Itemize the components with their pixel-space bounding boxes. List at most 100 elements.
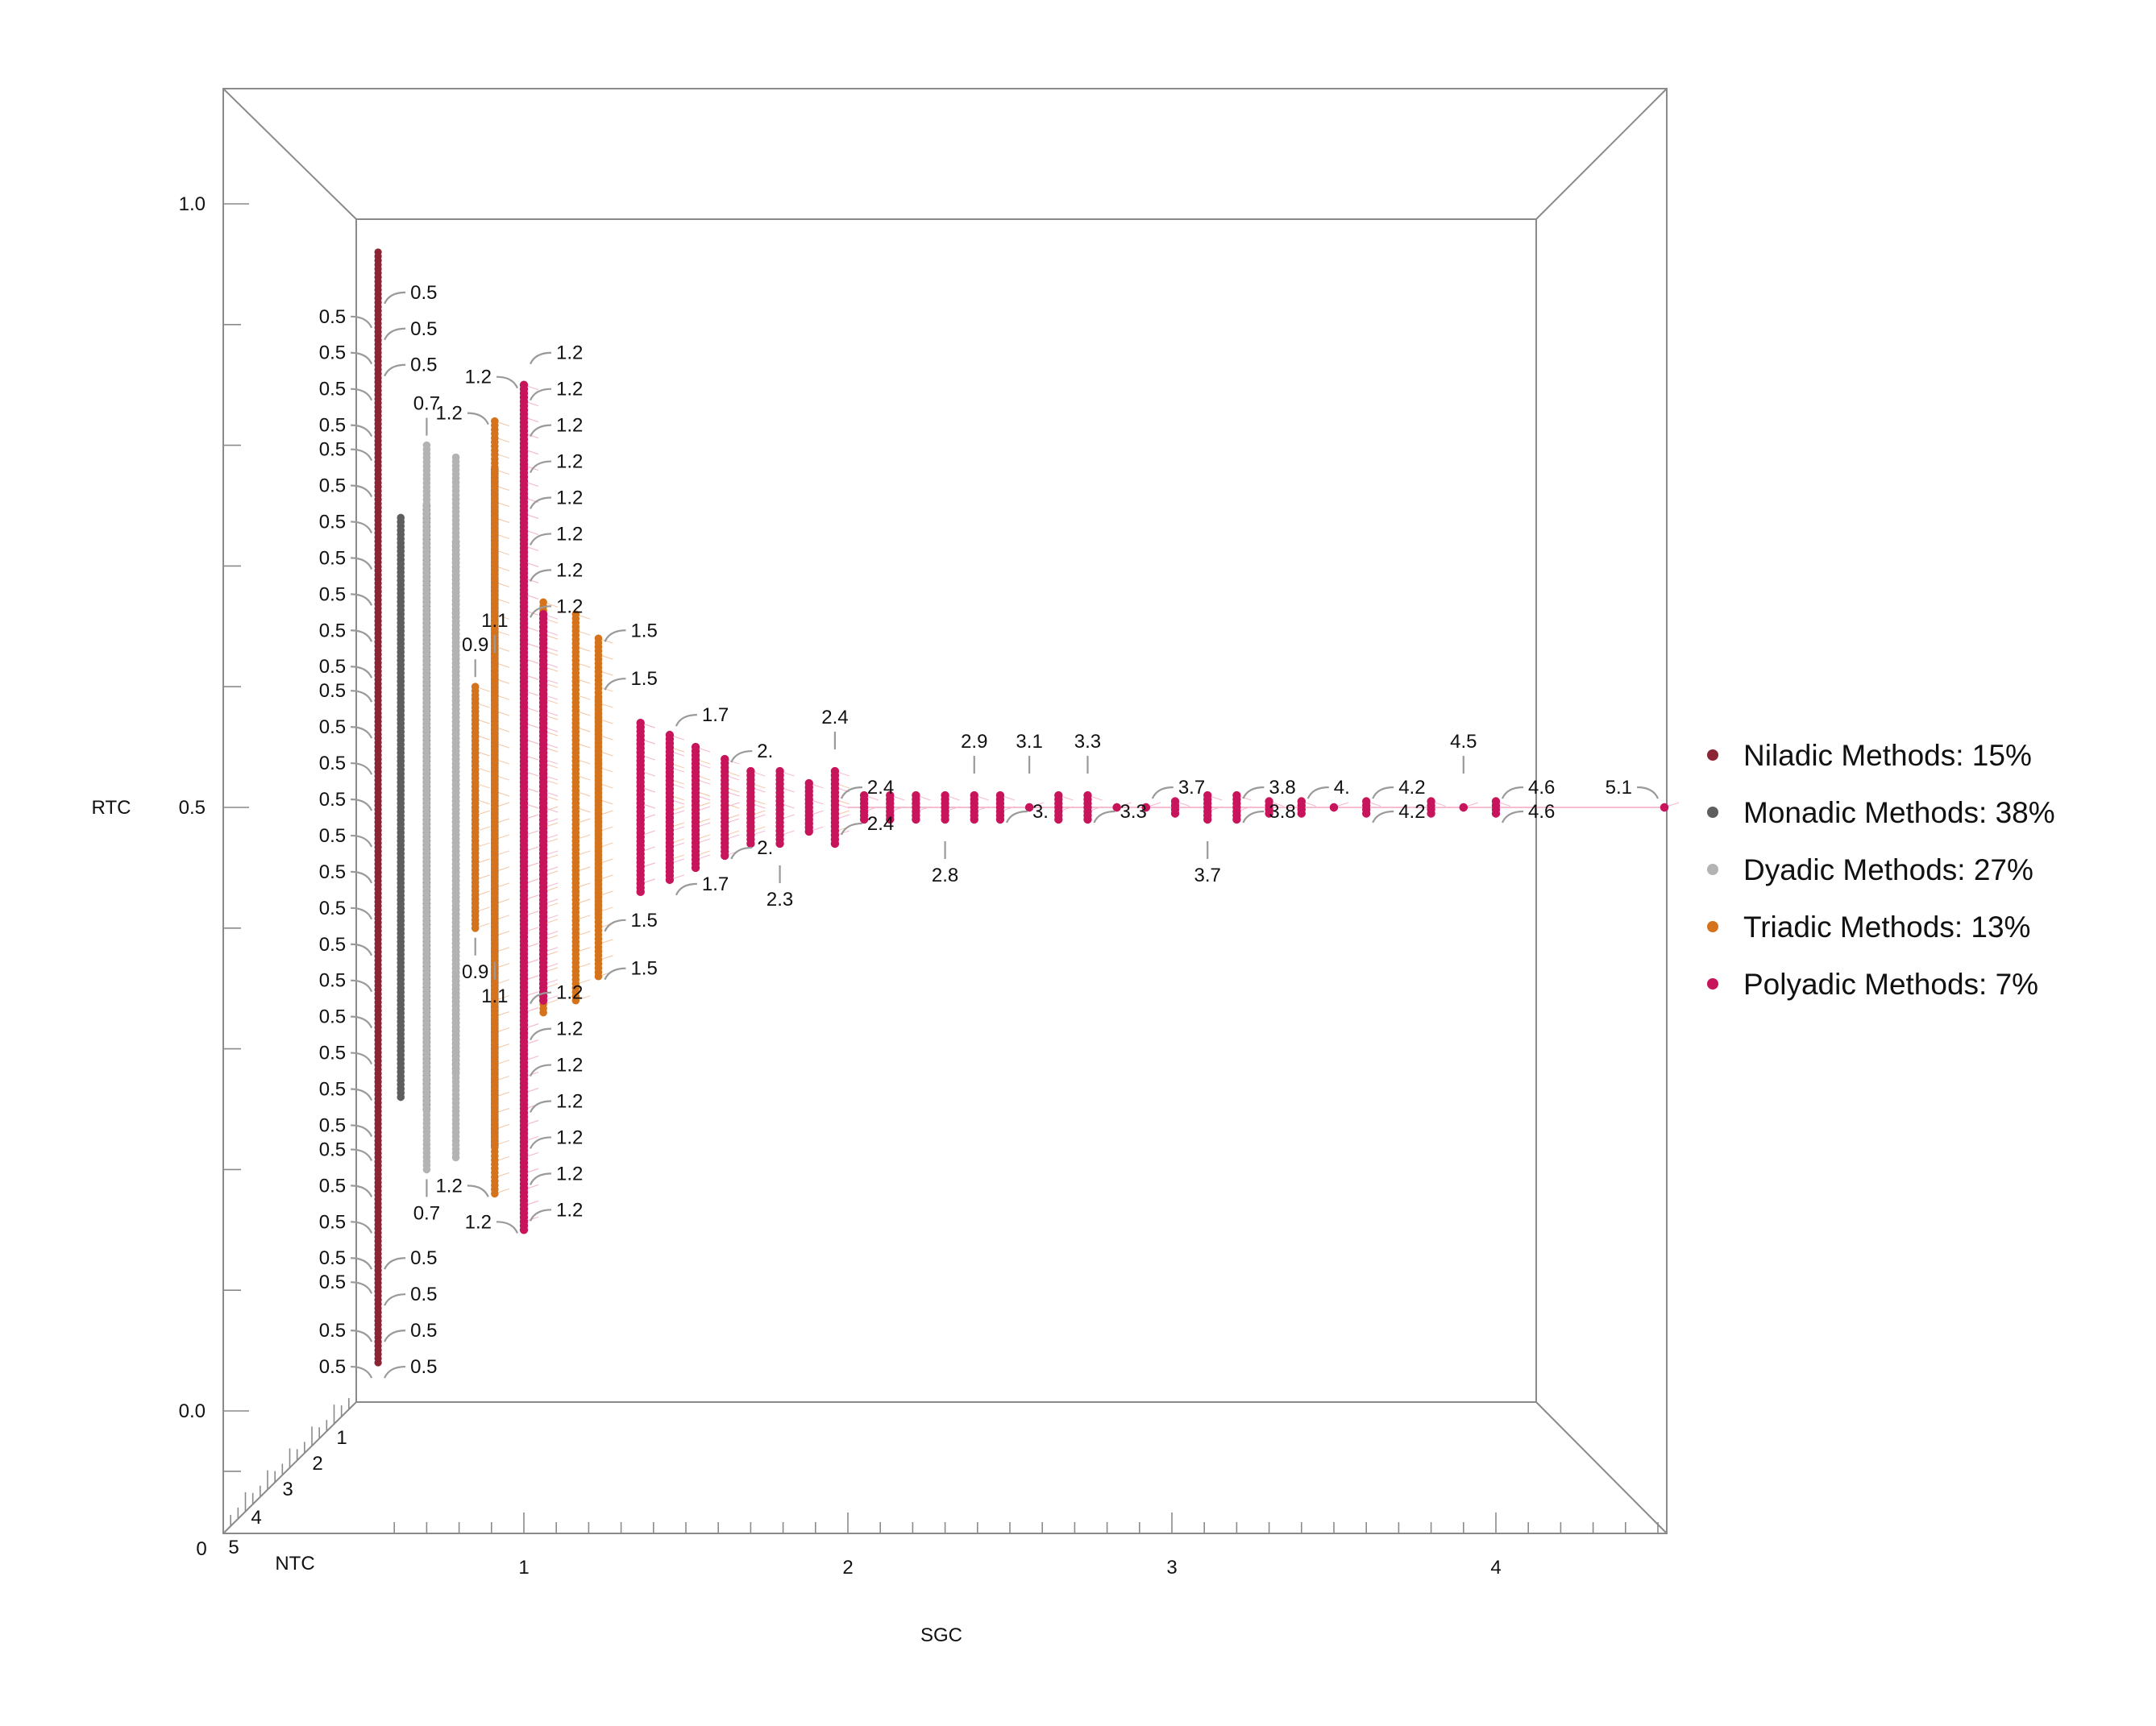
- callout-7: 0.5: [319, 306, 373, 329]
- x-axis-title: SGC: [920, 1624, 962, 1646]
- callout-label: 0.5: [319, 656, 346, 678]
- data-point: [691, 863, 700, 873]
- callout-label: 1.2: [556, 1055, 583, 1077]
- callout-leader: [351, 798, 373, 811]
- callout-label: 0.5: [319, 342, 346, 364]
- callout-62: 1.2: [529, 1199, 583, 1222]
- callout-43: 1.1: [481, 961, 509, 1007]
- callout-51: 1.2: [529, 451, 583, 474]
- callout-label: 0.5: [319, 1079, 346, 1101]
- callout-label: 0.5: [319, 789, 346, 811]
- data-point: [1265, 809, 1273, 818]
- callout-25: 0.5: [319, 934, 373, 956]
- callout-90: 4.6: [1501, 801, 1555, 824]
- callout-1: 0.5: [384, 318, 437, 341]
- callout-leader: [604, 629, 626, 642]
- callout-10: 0.5: [319, 415, 373, 438]
- callout-39: 0.7: [413, 1179, 440, 1224]
- callout-label: 0.5: [319, 1006, 346, 1028]
- callout-leader: [384, 363, 406, 377]
- data-point: [1297, 809, 1306, 818]
- callout-40: 0.9: [462, 634, 488, 678]
- callout-leader: [529, 351, 552, 365]
- callout-91: 5.1: [1606, 777, 1660, 799]
- callout-label: 0.5: [319, 898, 346, 919]
- x-tick-label-2: 2: [842, 1557, 853, 1579]
- data-point: [1329, 803, 1339, 812]
- callout-label: 0.5: [319, 861, 346, 883]
- callout-leader: [730, 846, 753, 860]
- callout-66: 1.5: [604, 958, 658, 981]
- callout-label: 1.5: [630, 620, 657, 641]
- callout-label: 1.2: [556, 1163, 583, 1185]
- legend-item-4: Polyadic Methods: 7%: [1707, 968, 2038, 1001]
- legend-label: Niladic Methods: 15%: [1743, 739, 2032, 772]
- callout-leader: [384, 327, 406, 341]
- y-tick-label-1.0: 1.0: [179, 193, 206, 215]
- data-point: [1141, 803, 1151, 812]
- data-point: [1054, 815, 1063, 824]
- callout-57: 1.2: [529, 1019, 583, 1041]
- data-point: [1459, 803, 1468, 812]
- callout-label: 0.5: [410, 318, 437, 340]
- callout-leader: [384, 1365, 406, 1379]
- data-point: [912, 815, 920, 824]
- callout-leader: [351, 557, 373, 570]
- callout-leader: [351, 690, 373, 703]
- callout-label: 0.5: [319, 1272, 346, 1293]
- legend-swatch: [1707, 978, 1718, 990]
- callout-35: 0.5: [319, 1272, 373, 1294]
- z-tick-label-2: 2: [312, 1453, 322, 1475]
- legend-item-3: Triadic Methods: 13%: [1707, 911, 2030, 944]
- callout-leader: [351, 351, 373, 365]
- callout-4: 0.5: [384, 1284, 437, 1306]
- callout-label: 4.5: [1450, 731, 1477, 753]
- callout-leader: [604, 919, 626, 932]
- callout-leader: [1151, 786, 1174, 799]
- callout-label: 1.1: [481, 985, 508, 1007]
- callout-label: 0.5: [410, 355, 437, 376]
- y-axis-title: RTC: [92, 797, 131, 819]
- callout-46: 1.2: [435, 1175, 489, 1197]
- callout-label: 1.5: [630, 910, 657, 931]
- callout-leader: [351, 1124, 373, 1137]
- data-point: [519, 1226, 529, 1234]
- callout-label: 0.9: [462, 961, 488, 983]
- callout-83: 3.8: [1242, 777, 1296, 799]
- callout-leader: [1501, 786, 1524, 799]
- callout-label: 0.5: [319, 1247, 346, 1269]
- z-tick-label-1: 1: [336, 1427, 347, 1449]
- callout-leader: [384, 1330, 406, 1342]
- data-point: [665, 875, 675, 885]
- callout-label: 0.9: [462, 634, 488, 656]
- callout-37: 0.5: [319, 1356, 373, 1379]
- callout-48: 1.2: [529, 342, 583, 365]
- callout-leader: [529, 1100, 552, 1113]
- callout-label: 0.5: [319, 970, 346, 992]
- callout-leader: [384, 291, 406, 305]
- legend-item-1: Monadic Methods: 38%: [1707, 796, 2055, 829]
- callout-9: 0.5: [319, 379, 373, 401]
- data-points: [374, 248, 1669, 1367]
- callout-label: 0.5: [319, 1356, 346, 1378]
- callout-label: 0.5: [410, 1247, 437, 1269]
- box-edge-1: [1535, 88, 1668, 220]
- callout-label: 0.5: [410, 1320, 437, 1342]
- data-point: [1491, 809, 1501, 818]
- callout-60: 1.2: [529, 1126, 583, 1149]
- callout-label: 1.2: [556, 559, 583, 581]
- callout-41: 0.9: [462, 937, 488, 983]
- callout-68: 1.7: [675, 873, 729, 896]
- callout-leader: [529, 388, 552, 401]
- callout-leader: [1005, 810, 1028, 824]
- z-axis-title: NTC: [275, 1553, 314, 1575]
- callout-label: 2.: [757, 741, 773, 762]
- callout-2: 0.5: [384, 355, 437, 377]
- callout-85: 4.: [1306, 777, 1350, 799]
- callout-leader: [675, 882, 697, 896]
- callout-label: 3.: [1032, 801, 1049, 823]
- callout-28: 0.5: [319, 1043, 373, 1065]
- callout-leader: [351, 834, 373, 848]
